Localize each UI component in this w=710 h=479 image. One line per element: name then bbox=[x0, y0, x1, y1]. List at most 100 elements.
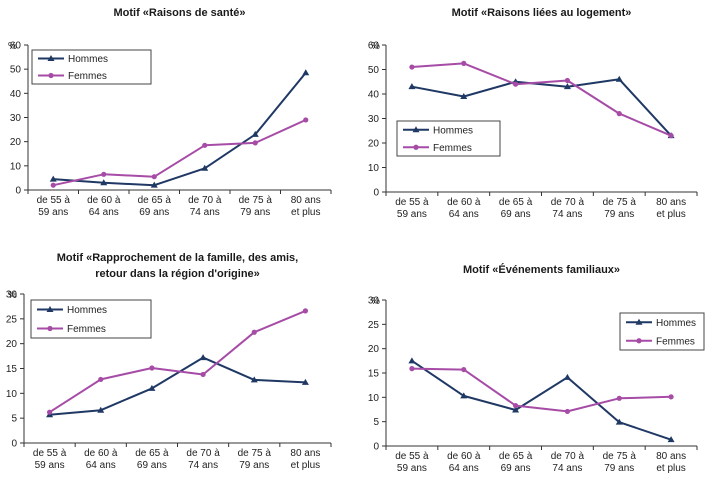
legend-box bbox=[31, 49, 152, 85]
femmes-data-point bbox=[616, 395, 622, 401]
legend-marker bbox=[413, 144, 419, 150]
hommes-data-point bbox=[563, 83, 571, 90]
femmes-data-point bbox=[409, 366, 415, 372]
legend: Hommes Femmes bbox=[619, 312, 705, 351]
y-tick-label: 0 bbox=[15, 186, 21, 197]
femmes-series-line bbox=[49, 309, 306, 414]
femmes-data-point bbox=[101, 171, 107, 177]
y-tick-label: 10 bbox=[10, 161, 22, 172]
x-tick-label: 80 ans bbox=[291, 195, 321, 206]
x-tick-label: 64 ans bbox=[449, 463, 479, 474]
x-tick-label: 64 ans bbox=[86, 460, 116, 471]
hommes-data-point bbox=[512, 406, 520, 413]
y-tick-label: 10 bbox=[6, 389, 18, 400]
chart-title: Motif «Événements familiaux» bbox=[463, 263, 620, 276]
chart-title: Motif «Rapprochement de la famille, des … bbox=[57, 252, 298, 264]
femmes-data-point bbox=[202, 142, 208, 148]
hommes-data-point bbox=[250, 376, 258, 383]
x-tick-label: de 60 à bbox=[447, 197, 481, 208]
hommes-data-point bbox=[460, 392, 468, 399]
x-tick-label: de 70 à bbox=[551, 451, 585, 462]
legend-marker bbox=[412, 126, 420, 133]
x-tick-label: et plus bbox=[291, 460, 320, 471]
x-tick-label: de 65 à bbox=[499, 197, 533, 208]
legend-box bbox=[619, 312, 705, 351]
x-tick-label: de 55 à bbox=[33, 448, 67, 459]
y-tick-label: 50 bbox=[10, 65, 22, 76]
x-tick-label: 80 ans bbox=[656, 197, 686, 208]
hommes-series-line bbox=[53, 72, 307, 187]
femmes-data-point bbox=[512, 403, 519, 409]
legend-label: Hommes bbox=[68, 54, 108, 65]
x-tick-label: 74 ans bbox=[190, 207, 220, 218]
y-tick-label: 20 bbox=[6, 339, 18, 350]
y-tick-label: 0 bbox=[11, 439, 17, 450]
x-tick-label: de 75 à bbox=[238, 448, 272, 459]
x-tick-label: 79 ans bbox=[240, 207, 270, 218]
y-tick-label: 60 bbox=[368, 41, 380, 52]
y-tick-label: 5 bbox=[373, 417, 379, 428]
hommes-data-point bbox=[251, 130, 259, 137]
hommes-data-point bbox=[148, 384, 156, 391]
x-tick-label: de 65 à bbox=[138, 195, 172, 206]
femmes-data-point bbox=[303, 117, 309, 123]
chart-panel: Motif «Événements familiaux»% 0 5 10 15 20 25 3… bbox=[368, 263, 705, 474]
legend-marker bbox=[46, 306, 54, 312]
legend-label: Femmes bbox=[68, 71, 107, 82]
femmes-series-line bbox=[411, 367, 672, 413]
legend-label: Femmes bbox=[433, 143, 472, 154]
hommes-data-point bbox=[150, 181, 158, 188]
y-tick-label: 50 bbox=[368, 65, 380, 76]
x-tick-label: de 75 à bbox=[239, 195, 273, 206]
y-tick-label: 5 bbox=[11, 414, 17, 425]
femmes-data-point bbox=[98, 376, 104, 383]
hommes-data-point bbox=[97, 406, 105, 413]
x-tick-label: de 55 à bbox=[37, 195, 71, 206]
y-tick-label: 40 bbox=[10, 89, 22, 100]
hommes-data-point bbox=[301, 378, 309, 385]
legend-marker bbox=[636, 338, 642, 344]
x-tick-label: de 70 à bbox=[186, 448, 220, 459]
x-tick-label: de 70 à bbox=[551, 197, 585, 208]
legend-label: Hommes bbox=[433, 125, 473, 136]
hommes-data-point bbox=[408, 83, 416, 90]
y-tick-label: 60 bbox=[10, 41, 22, 52]
x-tick-label: 59 ans bbox=[38, 207, 68, 218]
legend-box bbox=[396, 120, 501, 157]
femmes-data-point bbox=[302, 308, 309, 314]
chart-title: Motif «Raisons liées au logement» bbox=[452, 7, 632, 19]
legend: Hommes Femmes bbox=[31, 49, 152, 85]
y-tick-label: 30 bbox=[6, 290, 18, 301]
y-tick-label: 30 bbox=[10, 113, 22, 124]
femmes-data-point bbox=[668, 133, 674, 139]
y-unit-label: % bbox=[371, 41, 380, 52]
femmes-data-point bbox=[50, 182, 56, 188]
hommes-data-point bbox=[199, 354, 207, 361]
x-tick-label: de 75 à bbox=[603, 197, 637, 208]
hommes-series-line bbox=[49, 356, 306, 416]
x-tick-label: 79 ans bbox=[604, 463, 634, 474]
x-tick-label: de 55 à bbox=[395, 197, 429, 208]
x-tick-label: 59 ans bbox=[397, 209, 427, 220]
y-tick-label: 30 bbox=[368, 114, 380, 125]
femmes-data-point bbox=[409, 64, 415, 70]
femmes-data-point bbox=[200, 371, 206, 378]
x-tick-label: 69 ans bbox=[501, 463, 531, 474]
chart-panel: Motif «Raisons liées au logement»% 0 10 20 3… bbox=[368, 7, 698, 220]
femmes-series-line bbox=[53, 118, 307, 187]
hommes-data-point bbox=[49, 175, 57, 182]
femmes-series-line bbox=[411, 62, 672, 137]
x-tick-label: 69 ans bbox=[137, 460, 167, 471]
x-tick-label: 74 ans bbox=[552, 209, 582, 220]
hommes-series-line bbox=[411, 359, 672, 441]
x-tick-label: de 60 à bbox=[447, 451, 481, 462]
femmes-data-point bbox=[151, 174, 157, 180]
x-tick-label: et plus bbox=[291, 207, 320, 218]
femmes-data-point bbox=[149, 365, 155, 371]
y-tick-label: 10 bbox=[368, 163, 380, 174]
x-tick-label: 80 ans bbox=[290, 448, 320, 459]
hommes-data-point bbox=[563, 373, 571, 380]
y-tick-label: 25 bbox=[6, 314, 18, 325]
y-unit-label: % bbox=[371, 296, 380, 307]
legend-label: Femmes bbox=[656, 336, 695, 347]
